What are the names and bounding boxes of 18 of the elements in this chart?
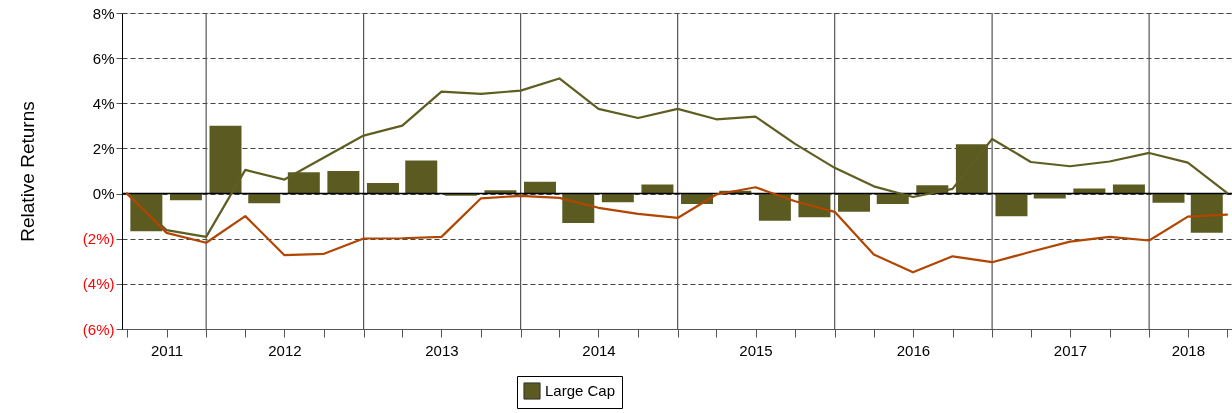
x-tick-label: 2011 xyxy=(150,341,184,359)
x-tick-label: 2017 xyxy=(1053,341,1088,359)
y-tick-label: (4%) xyxy=(82,275,115,293)
y-tick-label: 2% xyxy=(92,139,115,157)
x-tick-label: 2015 xyxy=(739,341,773,359)
y-axis-title: Relative Returns xyxy=(16,101,38,242)
x-tick-label: 2012 xyxy=(268,341,302,359)
y-tick-label: (6%) xyxy=(82,320,115,338)
x-tick-label: 2013 xyxy=(425,341,459,359)
y-tick-label: 8% xyxy=(92,4,115,22)
x-tick-label: 2016 xyxy=(896,341,931,359)
y-tick-label: 0% xyxy=(92,185,115,203)
x-tick-label: 2018 xyxy=(1171,341,1206,359)
x-tick-label: 2014 xyxy=(582,341,616,359)
legend-label: Large Cap xyxy=(545,382,616,399)
y-tick-label: 4% xyxy=(92,94,115,112)
y-tick-label: 6% xyxy=(92,49,115,67)
y-tick-label: (2%) xyxy=(82,230,115,248)
